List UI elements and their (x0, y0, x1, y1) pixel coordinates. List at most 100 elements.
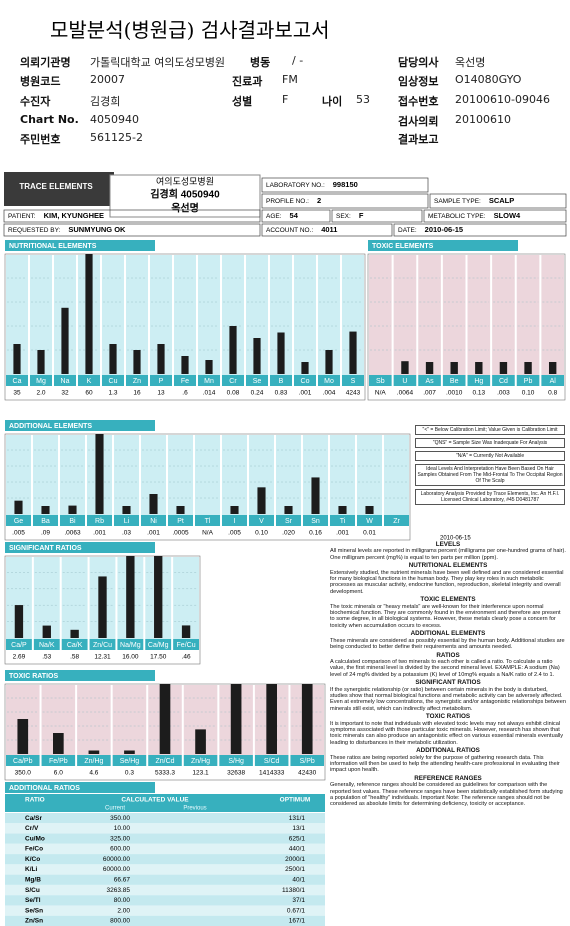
bar (88, 750, 100, 754)
label-cell (294, 375, 316, 386)
category-label: V (259, 518, 264, 525)
column-bg (369, 255, 392, 375)
value-label: 2.69 (13, 654, 26, 661)
panel-header (368, 240, 518, 251)
field-label: 주민번호 (20, 133, 61, 146)
table-cell: Fe/Co (25, 846, 43, 853)
table-row (5, 905, 325, 916)
category-label: Ca/K (67, 642, 83, 649)
column-bg (222, 255, 244, 375)
table-row (5, 915, 325, 926)
label-cell (78, 375, 100, 386)
label-cell (222, 515, 247, 526)
value-label: 0.24 (251, 390, 264, 397)
value-label: .001 (299, 390, 312, 397)
bar (338, 506, 347, 514)
label-cell (467, 375, 491, 386)
column-bg (126, 255, 148, 375)
category-label: Ba (41, 518, 50, 525)
value-label: N/A (375, 390, 387, 397)
bar (301, 684, 313, 754)
value-label: 4.6 (89, 770, 98, 777)
bar (253, 338, 261, 374)
value-label: 4243 (346, 390, 361, 397)
category-label: Mg (36, 378, 46, 385)
table-cell: 10.00 (114, 825, 131, 832)
value-label: N/A (202, 530, 214, 537)
label-cell (342, 375, 364, 386)
value-label: .46 (182, 654, 191, 661)
section-heading: REFERENCE RANGES (414, 774, 482, 782)
label-cell (173, 639, 199, 650)
bar (425, 362, 434, 374)
column-bg (357, 435, 382, 515)
column-bg (77, 685, 111, 755)
lab-field: DATE: 2010-06-15 (398, 225, 463, 234)
value-label: .58 (70, 654, 79, 661)
bar (450, 362, 458, 374)
bar (524, 362, 532, 374)
category-label: Ca (13, 378, 22, 385)
section-text: It is important to note that individuals… (330, 720, 564, 746)
category-label: Zn/Hg (191, 758, 210, 765)
value-label: .005 (228, 530, 241, 537)
field-label: 검사의뢰 (398, 115, 439, 128)
label-cell (30, 375, 52, 386)
table-column: OPTIMUM (280, 797, 311, 804)
bar (181, 356, 189, 374)
section-heading: SIGNIFICANT RATIOS (415, 679, 481, 687)
lab-label: AGE: (266, 213, 282, 220)
value-label: .0063 (64, 530, 81, 537)
section-heading: ADDITIONAL RATIOS (416, 747, 480, 755)
field-label: 진료과 (232, 75, 263, 88)
value-label: .0064 (397, 390, 414, 397)
column-bg (174, 255, 196, 375)
label-cell (357, 515, 382, 526)
lab-grid (3, 177, 567, 237)
table-cell: 60000.00 (103, 856, 130, 863)
table-cell: 13/1 (292, 825, 305, 832)
bar (301, 362, 309, 374)
label-cell (330, 515, 355, 526)
lab-label: SAMPLE TYPE: (434, 198, 481, 205)
table-row (5, 854, 325, 865)
value-label: .007 (423, 390, 436, 397)
panel-title: NUTRITIONAL ELEMENTS (9, 243, 97, 250)
label-cell (541, 375, 564, 386)
legend-note: Ideal Levels And Interpretation Have Bee… (415, 464, 565, 486)
column-bg (516, 255, 540, 375)
bar (229, 326, 237, 374)
column-bg (276, 435, 301, 515)
value-label: 32 (61, 390, 69, 397)
category-label: Rb (95, 518, 104, 525)
lab-field: REQUESTED BY: SUNMYUNG OK (8, 225, 126, 234)
table-cell: K/Li (25, 866, 37, 873)
value-label: 0.16 (309, 530, 322, 537)
value-label: 0.83 (275, 390, 288, 397)
table-cell: Mg/B (25, 876, 41, 883)
report-date: 2010-06-15 (440, 536, 471, 542)
field-value: 53 (356, 93, 370, 106)
label-cell (112, 755, 147, 766)
bar (266, 684, 277, 754)
sticker-line: 옥선명 (171, 202, 199, 215)
label-cell (114, 515, 139, 526)
table-row (5, 874, 325, 885)
label-cell (117, 639, 144, 650)
table-cell: 350.00 (110, 815, 130, 822)
category-label: K (87, 378, 92, 385)
table-cell: 11380/1 (282, 887, 305, 894)
label-cell (6, 639, 32, 650)
category-label: Ti (340, 518, 346, 525)
field-label: 수진자 (20, 95, 51, 108)
panel-title: TOXIC RATIOS (9, 673, 58, 680)
bar (230, 684, 242, 754)
lab-value: 2010-06-15 (425, 225, 463, 234)
bar (37, 350, 45, 374)
field-value: 옥선명 (455, 56, 486, 69)
label-cell (384, 515, 409, 526)
category-label: Cu (109, 378, 118, 385)
column-bg (61, 557, 88, 639)
value-label: 1.3 (108, 390, 117, 397)
bar (230, 506, 239, 514)
